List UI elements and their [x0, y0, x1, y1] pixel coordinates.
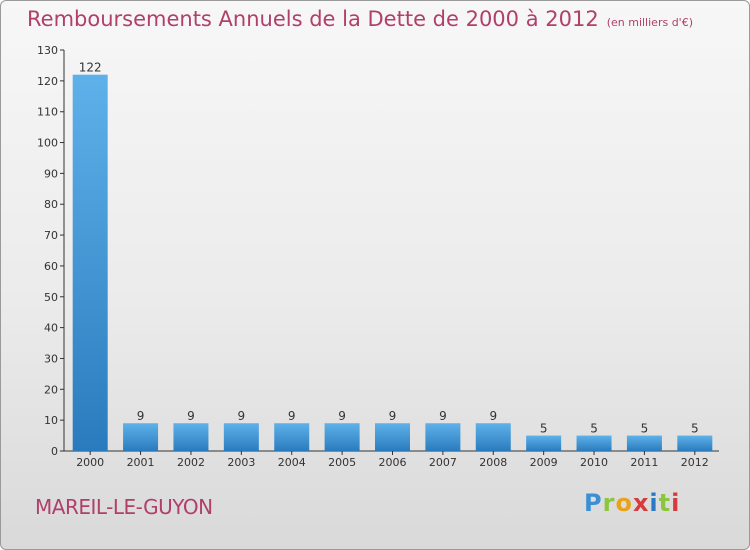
city-name: MAREIL-LE-GUYON	[35, 495, 213, 519]
y-tick-label: 20	[44, 383, 58, 396]
data-label: 9	[187, 409, 195, 423]
bar	[123, 423, 159, 451]
x-tick-label: 2009	[530, 456, 558, 469]
y-tick-label: 100	[37, 137, 58, 150]
data-label: 9	[489, 409, 497, 423]
data-label: 5	[590, 422, 598, 436]
y-tick-label: 80	[44, 198, 58, 211]
data-label: 5	[641, 422, 649, 436]
y-tick-label: 90	[44, 167, 58, 180]
x-tick-label: 2000	[76, 456, 104, 469]
bar	[576, 435, 612, 451]
y-tick-label: 50	[44, 291, 58, 304]
y-tick-label: 70	[44, 229, 58, 242]
data-label: 9	[338, 409, 346, 423]
bar	[677, 435, 713, 451]
x-tick-label: 2010	[580, 456, 608, 469]
data-label: 9	[389, 409, 397, 423]
bar	[526, 435, 562, 451]
chart-title-text: Remboursements Annuels de la Dette de 20…	[27, 7, 599, 31]
bar	[475, 423, 511, 451]
chart-subtitle: (en milliers d'€)	[606, 16, 693, 29]
x-tick-label: 2004	[278, 456, 306, 469]
y-tick-label: 130	[37, 44, 58, 57]
bar	[72, 74, 108, 451]
bar	[375, 423, 410, 451]
bar	[425, 423, 461, 451]
y-tick-label: 0	[51, 445, 58, 458]
bar	[173, 423, 209, 451]
data-label: 9	[137, 409, 145, 423]
data-label: 9	[439, 409, 447, 423]
chart-axes: 0 10 20 30 40 50 60 70 80 90 100 110 120 130 2000 2001 2…	[37, 44, 719, 469]
x-tick-label: 2003	[227, 456, 255, 469]
data-label: 5	[691, 422, 699, 436]
x-tick-label: 2001	[127, 456, 155, 469]
x-tick-label: 2012	[681, 456, 709, 469]
bar	[223, 423, 259, 451]
data-label: 9	[238, 409, 246, 423]
data-label: 5	[540, 422, 548, 436]
y-tick-label: 110	[37, 106, 58, 119]
bar	[324, 423, 360, 451]
x-tick-label: 2007	[429, 456, 457, 469]
x-tick-label: 2011	[630, 456, 658, 469]
bar	[626, 435, 662, 451]
bar	[274, 423, 310, 451]
data-label: 122	[79, 61, 102, 75]
chart-title: Remboursements Annuels de la Dette de 20…	[27, 7, 693, 31]
y-tick-label: 60	[44, 260, 58, 273]
chart-bars: 122 9 9 9 9 9 9 9 9 5 5 5 5	[72, 61, 713, 451]
data-label: 9	[288, 409, 296, 423]
x-tick-label: 2005	[328, 456, 356, 469]
x-tick-label: 2002	[177, 456, 205, 469]
y-tick-label: 120	[37, 75, 58, 88]
y-tick-label: 10	[44, 414, 58, 427]
x-tick-label: 2008	[479, 456, 507, 469]
proxiti-logo[interactable]: Proxiti	[584, 489, 681, 517]
y-tick-label: 30	[44, 352, 58, 365]
y-tick-label: 40	[44, 322, 58, 335]
x-tick-label: 2006	[379, 456, 407, 469]
